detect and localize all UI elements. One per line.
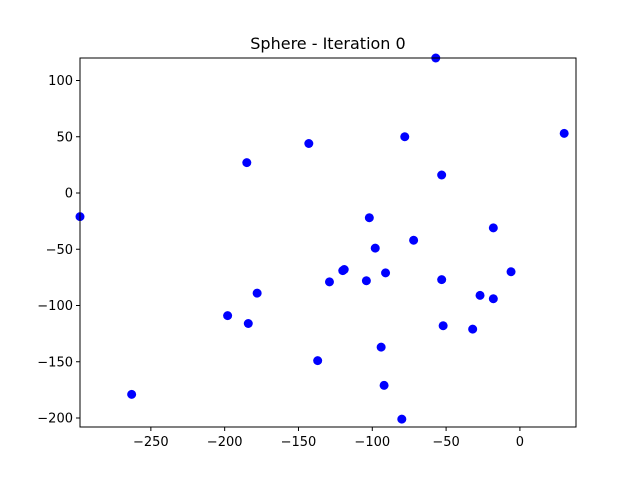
y-tick-label: 0: [65, 187, 73, 202]
y-tick-label: −200: [37, 412, 73, 427]
x-tick-label: −250: [133, 435, 169, 450]
data-point: [437, 170, 447, 180]
x-axis: −250 −200 −150 −100 −50 0: [133, 427, 524, 450]
data-point: [400, 132, 410, 142]
data-point: [223, 311, 233, 321]
y-tick-label: −150: [37, 355, 73, 370]
y-tick-label: −50: [46, 243, 73, 258]
data-point: [242, 158, 252, 168]
data-point: [397, 414, 407, 424]
data-point: [361, 276, 371, 286]
data-points: [75, 53, 569, 424]
data-point: [252, 288, 262, 298]
y-tick-label: −100: [37, 299, 73, 314]
x-tick-label: −50: [432, 435, 459, 450]
data-point: [381, 268, 391, 278]
data-point: [379, 380, 389, 390]
data-point: [488, 294, 498, 304]
x-tick-label: −150: [281, 435, 317, 450]
data-point: [338, 266, 348, 276]
data-point: [364, 213, 374, 223]
data-point: [475, 290, 485, 300]
plot-area-frame: [79, 57, 577, 428]
data-point: [506, 267, 516, 277]
data-point: [313, 356, 323, 366]
data-point: [376, 342, 386, 352]
data-point: [468, 324, 478, 334]
y-tick-label: 100: [48, 74, 73, 89]
data-point: [243, 319, 253, 328]
data-point: [437, 275, 447, 285]
x-tick-label: −100: [354, 435, 390, 450]
x-tick-label: −200: [207, 435, 243, 450]
chart-title: Sphere - Iteration 0: [250, 34, 405, 53]
data-point: [488, 223, 498, 233]
data-point: [324, 277, 334, 287]
data-point: [409, 235, 419, 245]
x-tick-label: 0: [516, 435, 524, 450]
data-point: [127, 389, 137, 399]
data-point: [559, 128, 569, 138]
data-point: [438, 321, 448, 331]
data-point: [370, 243, 380, 253]
y-tick-label: 50: [56, 130, 73, 145]
data-point: [304, 139, 314, 148]
y-axis: −200 −150 −100 −50 0 50 100: [37, 74, 80, 427]
